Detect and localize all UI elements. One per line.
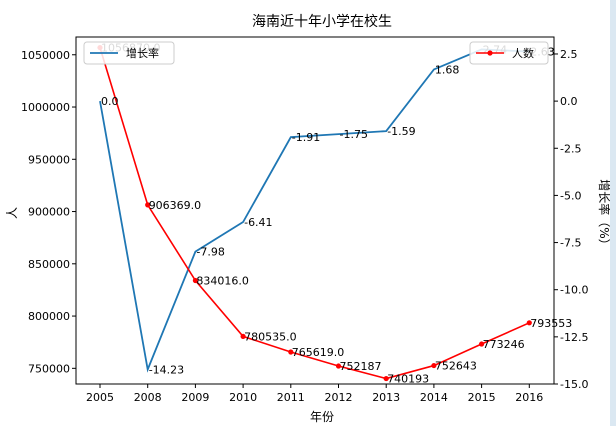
- x-axis-title: 年份: [310, 410, 334, 424]
- legend-marker-students: [487, 50, 493, 56]
- data-label-growth-rate: -1.59: [387, 125, 415, 138]
- data-label-students: 740193: [387, 373, 429, 386]
- x-tick-label: 2015: [468, 391, 496, 404]
- data-point-students: [192, 277, 198, 284]
- data-label-students: 752643: [435, 360, 477, 373]
- y-left-tick-label: 1000000: [21, 101, 70, 114]
- y-left-tick-label: 800000: [28, 310, 70, 323]
- y-left-tick-label: 1050000: [21, 49, 70, 62]
- y-axis-left-title: 人: [5, 207, 19, 219]
- data-label-growth-rate: -1.91: [292, 131, 320, 144]
- data-label-students: 834016.0: [196, 275, 249, 288]
- legend-box-left: [83, 41, 175, 65]
- x-tick-label: 2009: [181, 391, 209, 404]
- y-left-tick-label: 900000: [28, 206, 70, 219]
- y-right-tick-label: -12.5: [560, 331, 588, 344]
- x-tick-label: 2014: [420, 391, 448, 404]
- y-right-tick-label: -10.0: [560, 284, 588, 297]
- x-tick-label: 2005: [86, 391, 114, 404]
- chart-title: 海南近十年小学在校生: [252, 13, 392, 30]
- data-label-students: 793553: [530, 317, 572, 330]
- data-label-growth-rate: 1.68: [435, 63, 460, 76]
- y-right-tick-label: -2.5: [560, 142, 581, 155]
- data-point-students: [288, 349, 294, 355]
- x-tick-label: 2013: [372, 391, 400, 404]
- data-label-students: 906369.0: [149, 199, 202, 212]
- data-point-students: [431, 362, 437, 369]
- data-point-students: [383, 375, 389, 382]
- x-tick-label: 2012: [325, 391, 353, 404]
- data-point-students: [335, 363, 342, 369]
- y-left-tick-label: 750000: [28, 362, 70, 375]
- data-point-students: [526, 320, 532, 326]
- data-label-growth-rate: 0.0: [101, 95, 119, 108]
- data-label-growth-rate: -6.41: [244, 216, 272, 229]
- x-tick-label: 2010: [229, 391, 257, 404]
- data-label-growth-rate: -14.23: [149, 363, 184, 376]
- y-left-tick-label: 950000: [28, 153, 70, 166]
- x-tick-label: 2011: [277, 391, 305, 404]
- legend-label-students: 人数: [512, 47, 534, 60]
- x-tick-label: 2016: [515, 391, 543, 404]
- y-left-tick-label: 850000: [28, 258, 70, 271]
- y-right-tick-label: 0.0: [560, 95, 578, 108]
- window-edge: [610, 0, 616, 426]
- data-label-growth-rate: -7.98: [196, 246, 224, 259]
- legend-label-growth-rate: 增长率: [126, 46, 159, 60]
- data-point-students: [240, 333, 246, 340]
- data-label-students: 765619.0: [292, 346, 345, 359]
- data-label-students: 773246: [483, 338, 525, 351]
- legend-box-right: [469, 41, 549, 65]
- y-right-tick-label: 2.5: [560, 48, 578, 61]
- data-point-students: [145, 202, 151, 208]
- y-right-tick-label: -5.0: [560, 189, 581, 202]
- series-line-growth-rate: [99, 48, 530, 373]
- data-label-growth-rate: -1.75: [340, 128, 368, 141]
- y-right-tick-label: -15.0: [560, 378, 588, 391]
- plot-frame: [75, 36, 555, 385]
- y-right-tick-label: -7.5: [560, 237, 581, 250]
- series-line-students: [99, 47, 530, 380]
- data-point-students: [479, 341, 485, 347]
- data-label-students: 780535.0: [244, 330, 297, 343]
- data-label-students: 752187: [340, 360, 382, 373]
- x-tick-label: 2008: [134, 391, 162, 404]
- y-axis-right-title: 增长率（%）: [597, 179, 612, 250]
